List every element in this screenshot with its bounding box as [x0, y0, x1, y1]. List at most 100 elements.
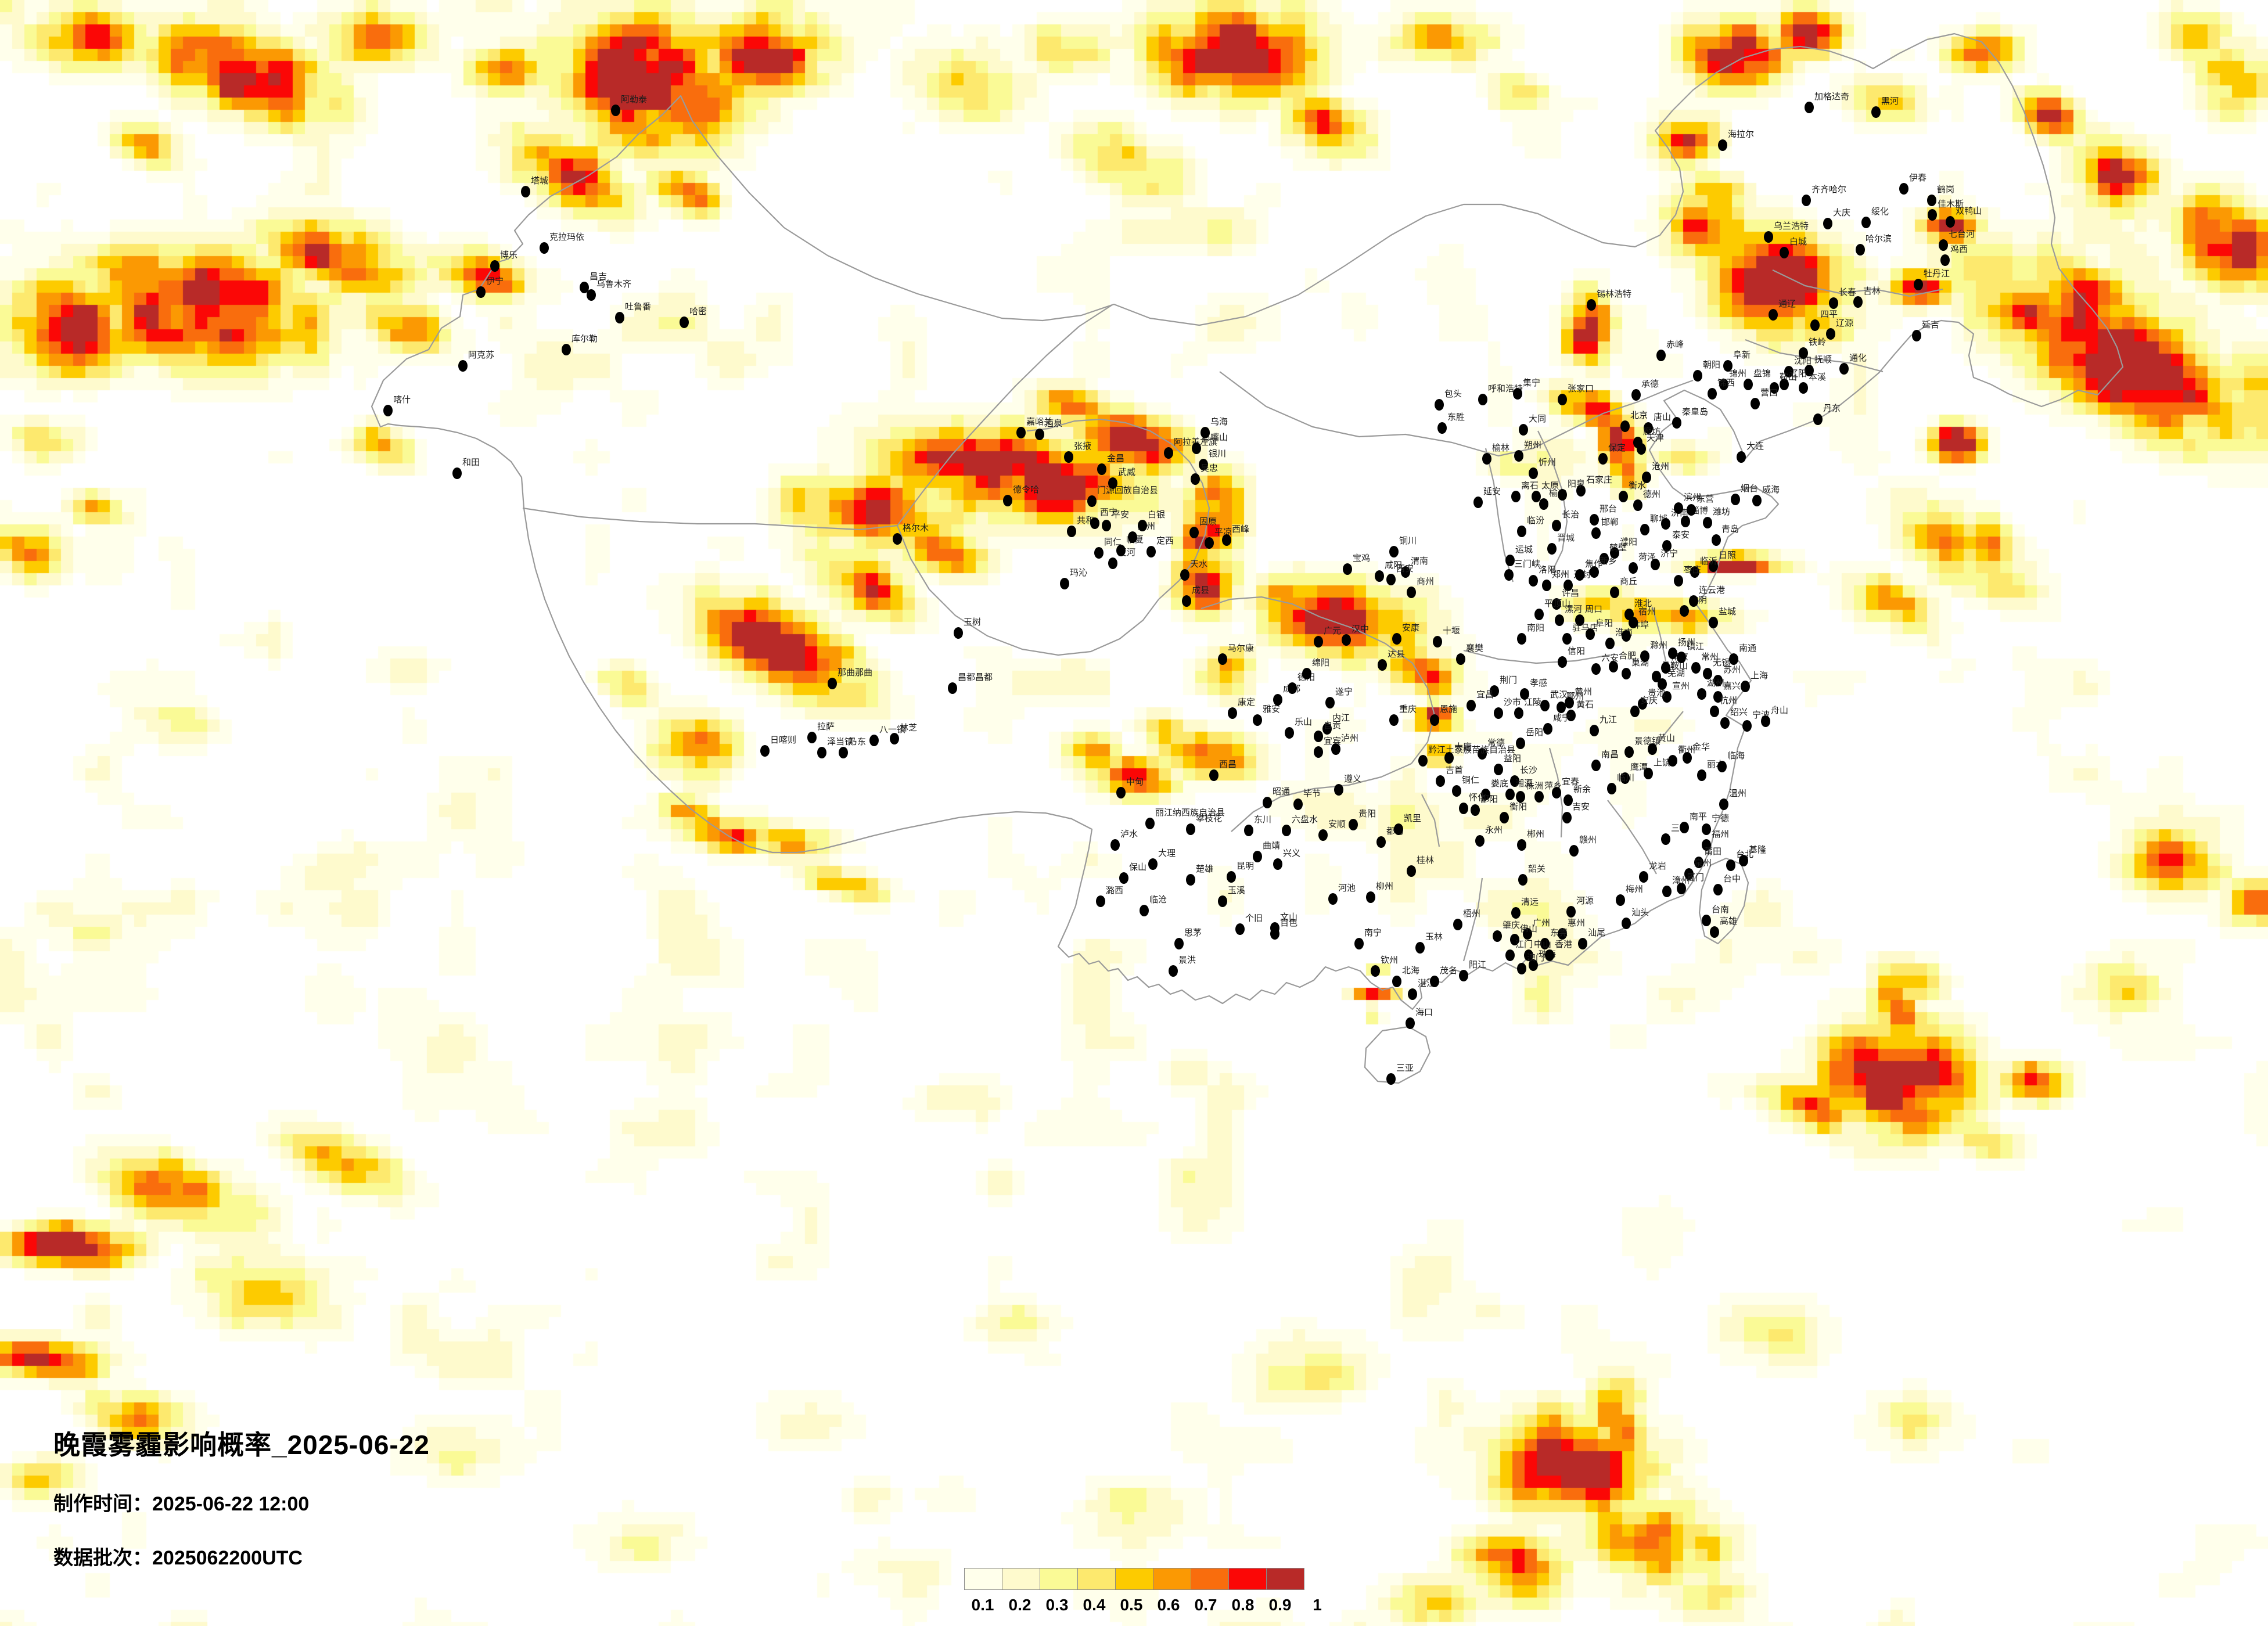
city-dot [1672, 417, 1681, 429]
city-dot [1453, 919, 1462, 930]
city-dot [1591, 663, 1601, 675]
city-label: 平顶山 [1544, 599, 1571, 609]
city-label: 福州 [1712, 829, 1730, 839]
city-dot [1662, 886, 1672, 897]
city-dot [1853, 296, 1863, 308]
city-dot [1471, 804, 1480, 816]
city-label: 伊宁 [486, 276, 504, 286]
city-dot [1712, 534, 1721, 546]
city-dot [1703, 668, 1712, 679]
city-dot [1590, 514, 1599, 526]
city-dot [1780, 379, 1789, 390]
city-label: 澳门 [1527, 953, 1545, 963]
city-label: 佳木斯 [1938, 199, 1964, 209]
city-dot [1555, 614, 1564, 626]
city-label: 上饶 [1654, 758, 1672, 768]
city-label: 乌鲁木齐 [596, 279, 632, 289]
city-label: 东川 [1254, 815, 1272, 825]
city-dot [1494, 764, 1503, 775]
city-label: 九江 [1600, 715, 1618, 725]
city-label: 十堰 [1443, 626, 1461, 636]
city-label: 雅安 [1263, 704, 1281, 714]
city-label: 凯里 [1404, 814, 1422, 823]
city-dot [1201, 427, 1210, 438]
city-label: 白城 [1789, 237, 1807, 247]
city-label: 娄底 [1491, 779, 1509, 789]
city-label: 通辽 [1778, 299, 1796, 309]
city-label: 玉林 [1425, 932, 1443, 942]
legend-color-box-0.6 [1153, 1568, 1191, 1590]
city-label: 南昌 [1601, 750, 1619, 760]
city-label: 运城 [1515, 545, 1533, 555]
city-label: 重庆 [1399, 704, 1417, 714]
city-dot [1823, 218, 1832, 229]
city-dot [1169, 965, 1178, 977]
city-label: 滁州 [1650, 641, 1668, 650]
city-label: 永州 [1485, 825, 1503, 835]
city-dot [1610, 547, 1619, 559]
city-dot [1314, 731, 1323, 742]
city-dot [1543, 723, 1552, 735]
city-dot [1529, 467, 1538, 479]
city-dot [1523, 928, 1532, 940]
city-label: 辽源 [1836, 318, 1854, 328]
city-label: 岳阳 [1526, 728, 1544, 738]
city-dot [869, 735, 879, 746]
city-dot [521, 186, 530, 197]
city-label: 德令哈 [1013, 485, 1040, 495]
city-label: 洛阳 [1539, 565, 1557, 575]
city-label: 沧州 [1652, 462, 1670, 472]
city-dot [1539, 498, 1548, 510]
city-dot [1590, 566, 1599, 578]
city-label: 连云港 [1699, 585, 1726, 595]
city-dot [1680, 822, 1689, 833]
city-dot [1529, 575, 1538, 587]
city-label: 江门 [1515, 940, 1533, 949]
legend-value-label: 0.7 [1194, 1596, 1217, 1614]
city-label: 马尔康 [1228, 643, 1255, 653]
legend-value-label: 0.5 [1120, 1596, 1143, 1614]
city-label: 中山 [1534, 940, 1552, 949]
city-label: 郴州 [1527, 829, 1545, 839]
city-label: 惠州 [1568, 918, 1586, 928]
legend-color-boxes [964, 1568, 1336, 1590]
city-dot [1552, 598, 1561, 610]
city-dot [1598, 453, 1608, 465]
city-dot [1633, 499, 1642, 511]
city-dot [1481, 789, 1490, 800]
city-dot [1713, 691, 1723, 703]
city-dot [1600, 553, 1609, 564]
city-dot [1729, 653, 1738, 665]
city-label: 邢台 [1600, 504, 1618, 514]
city-dot [1285, 727, 1294, 739]
legend-color-box-0.8 [1228, 1568, 1267, 1590]
legend-value-labels: 0.1 0.2 0.3 0.4 0.5 0.6 0.7 0.8 0.9 1 [964, 1596, 1336, 1614]
city-dot [1661, 518, 1670, 530]
city-label: 门源回族自治县 [1097, 485, 1159, 495]
city-label: 合肥 [1619, 651, 1637, 661]
city-label: 博乐 [500, 250, 518, 260]
city-dot [1702, 823, 1711, 835]
city-dot [1644, 422, 1653, 434]
city-label: 丹东 [1823, 404, 1841, 413]
city-dot [1067, 526, 1076, 537]
city-label: 思茅 [1184, 928, 1202, 938]
city-label: 锦西 [1717, 378, 1735, 388]
city-dot [1510, 934, 1519, 945]
city-dot [1661, 662, 1670, 674]
city-dot [1035, 429, 1044, 440]
city-label: 汕头 [1631, 908, 1649, 918]
city-dot [1552, 787, 1561, 798]
city-label: 新乡 [1600, 556, 1618, 566]
city-label: 鹰潭 [1630, 762, 1648, 772]
city-label: 玉溪 [1228, 886, 1246, 895]
city-dot [1569, 845, 1579, 857]
city-dot [1520, 688, 1529, 700]
city-dot [1511, 907, 1521, 919]
city-dot [1209, 769, 1219, 781]
legend-color-box-0.4 [1077, 1568, 1116, 1590]
city-dot [490, 260, 499, 272]
city-dot [1703, 517, 1712, 528]
production-time-value: 2025-06-22 12:00 [152, 1493, 310, 1515]
city-dot [1658, 678, 1667, 690]
